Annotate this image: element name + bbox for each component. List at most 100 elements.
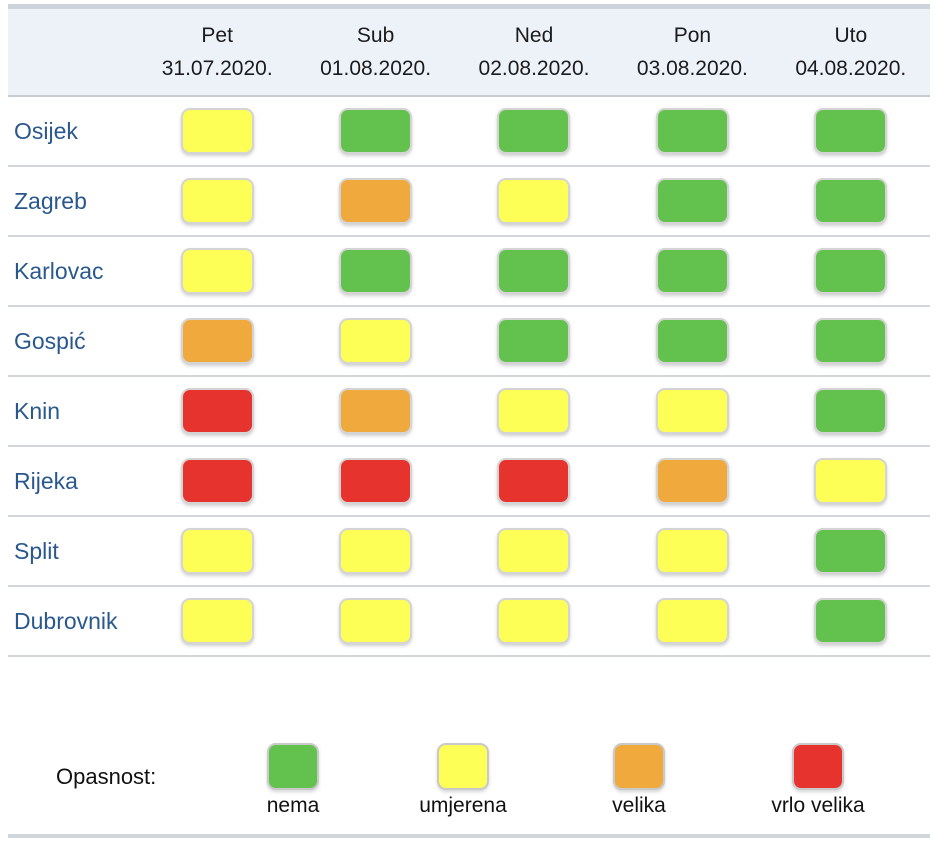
danger-level-badge[interactable] xyxy=(814,248,888,294)
header-day-date: 02.08.2020. xyxy=(478,57,590,80)
danger-level-badge[interactable] xyxy=(497,178,571,224)
danger-level-badge[interactable] xyxy=(655,528,729,574)
forecast-cell xyxy=(138,528,296,574)
city-name-link[interactable]: Rijeka xyxy=(14,467,78,494)
table-row: Gospić xyxy=(8,307,930,377)
danger-legend: Opasnost: nema umjerena velika vrlo veli… xyxy=(8,743,930,818)
danger-level-badge[interactable] xyxy=(497,108,571,154)
forecast-cell xyxy=(613,108,771,154)
danger-level-badge[interactable] xyxy=(497,458,571,504)
forecast-cell xyxy=(296,528,454,574)
forecast-cell xyxy=(455,318,613,364)
danger-level-badge[interactable] xyxy=(339,178,413,224)
danger-level-badge[interactable] xyxy=(814,388,888,434)
forecast-cell xyxy=(613,458,771,504)
danger-level-badge[interactable] xyxy=(497,388,571,434)
city-name-link[interactable]: Gospić xyxy=(14,327,86,354)
legend-item-label: vrlo velika xyxy=(771,794,865,817)
forecast-cell xyxy=(613,318,771,364)
legend-color-swatch xyxy=(267,743,319,790)
header-day-date: 04.08.2020. xyxy=(795,57,907,80)
forecast-cell xyxy=(455,458,613,504)
danger-level-badge[interactable] xyxy=(655,178,729,224)
forecast-cell xyxy=(613,178,771,224)
danger-level-badge[interactable] xyxy=(180,248,254,294)
legend-color-swatch xyxy=(437,743,489,790)
danger-level-badge[interactable] xyxy=(180,458,254,504)
header-day-cell: Pon 03.08.2020. xyxy=(613,19,771,85)
header-day-name: Pet xyxy=(201,24,233,47)
forecast-cell xyxy=(613,528,771,574)
header-day-name: Pon xyxy=(673,24,712,47)
danger-level-badge[interactable] xyxy=(814,318,888,364)
forecast-cell xyxy=(296,178,454,224)
danger-level-badge[interactable] xyxy=(655,458,729,504)
danger-level-badge[interactable] xyxy=(497,528,571,574)
table-row: Knin xyxy=(8,377,930,447)
forecast-cell xyxy=(296,458,454,504)
city-name-link[interactable]: Zagreb xyxy=(14,187,87,214)
danger-level-badge[interactable] xyxy=(497,318,571,364)
city-name-link[interactable]: Dubrovnik xyxy=(14,607,118,634)
danger-level-badge[interactable] xyxy=(655,318,729,364)
forecast-cell xyxy=(772,598,930,644)
header-day-date: 31.07.2020. xyxy=(161,57,273,80)
header-day-cell: Pet 31.07.2020. xyxy=(138,19,296,85)
forecast-cell xyxy=(772,318,930,364)
table-row: Zagreb xyxy=(8,167,930,237)
danger-level-badge[interactable] xyxy=(814,598,888,644)
danger-level-badge[interactable] xyxy=(497,598,571,644)
header-day-cell: Sub 01.08.2020. xyxy=(296,19,454,85)
danger-level-badge[interactable] xyxy=(180,528,254,574)
danger-level-badge[interactable] xyxy=(180,598,254,644)
bottom-divider-bar xyxy=(8,834,930,838)
top-divider-bar xyxy=(8,4,930,9)
danger-level-badge[interactable] xyxy=(655,108,729,154)
forecast-cell xyxy=(138,178,296,224)
legend-item-label: umjerena xyxy=(419,794,507,817)
table-row: Osijek xyxy=(8,97,930,167)
forecast-cell xyxy=(455,598,613,644)
legend-item: vrlo velika xyxy=(758,743,878,818)
legend-color-swatch xyxy=(792,743,844,790)
danger-level-badge[interactable] xyxy=(180,318,254,364)
city-name-link[interactable]: Karlovac xyxy=(14,257,104,284)
danger-level-badge[interactable] xyxy=(339,458,413,504)
forecast-cell xyxy=(138,598,296,644)
danger-level-badge[interactable] xyxy=(339,528,413,574)
danger-level-badge[interactable] xyxy=(814,528,888,574)
danger-level-badge[interactable] xyxy=(814,108,888,154)
danger-level-badge[interactable] xyxy=(180,108,254,154)
table-row: Dubrovnik xyxy=(8,587,930,657)
forecast-cell xyxy=(296,318,454,364)
forecast-cell xyxy=(296,108,454,154)
forecast-cell xyxy=(296,248,454,294)
danger-level-badge[interactable] xyxy=(180,388,254,434)
city-name-link[interactable]: Osijek xyxy=(14,117,78,144)
header-day-date: 01.08.2020. xyxy=(320,57,432,80)
city-name-link[interactable]: Knin xyxy=(14,397,61,424)
danger-level-badge[interactable] xyxy=(180,178,254,224)
danger-level-badge[interactable] xyxy=(339,598,413,644)
danger-level-badge[interactable] xyxy=(655,248,729,294)
danger-level-badge[interactable] xyxy=(339,248,413,294)
forecast-cell xyxy=(455,248,613,294)
legend-color-swatch xyxy=(613,743,665,790)
city-name-link[interactable]: Split xyxy=(14,537,59,564)
danger-level-badge[interactable] xyxy=(497,248,571,294)
forecast-cell xyxy=(613,388,771,434)
danger-level-badge[interactable] xyxy=(655,388,729,434)
danger-level-badge[interactable] xyxy=(655,598,729,644)
forecast-cell xyxy=(613,248,771,294)
table-row: Karlovac xyxy=(8,237,930,307)
danger-level-badge[interactable] xyxy=(339,318,413,364)
header-day-date: 03.08.2020. xyxy=(636,57,748,80)
danger-level-badge[interactable] xyxy=(339,388,413,434)
danger-level-badge[interactable] xyxy=(814,458,888,504)
forecast-cell xyxy=(455,108,613,154)
danger-level-badge[interactable] xyxy=(814,178,888,224)
forecast-cell xyxy=(613,598,771,644)
table-body: Osijek Zagreb Karlovac Gospić Knin Rijeka Spli… xyxy=(8,97,930,657)
table-row: Split xyxy=(8,517,930,587)
danger-level-badge[interactable] xyxy=(339,108,413,154)
